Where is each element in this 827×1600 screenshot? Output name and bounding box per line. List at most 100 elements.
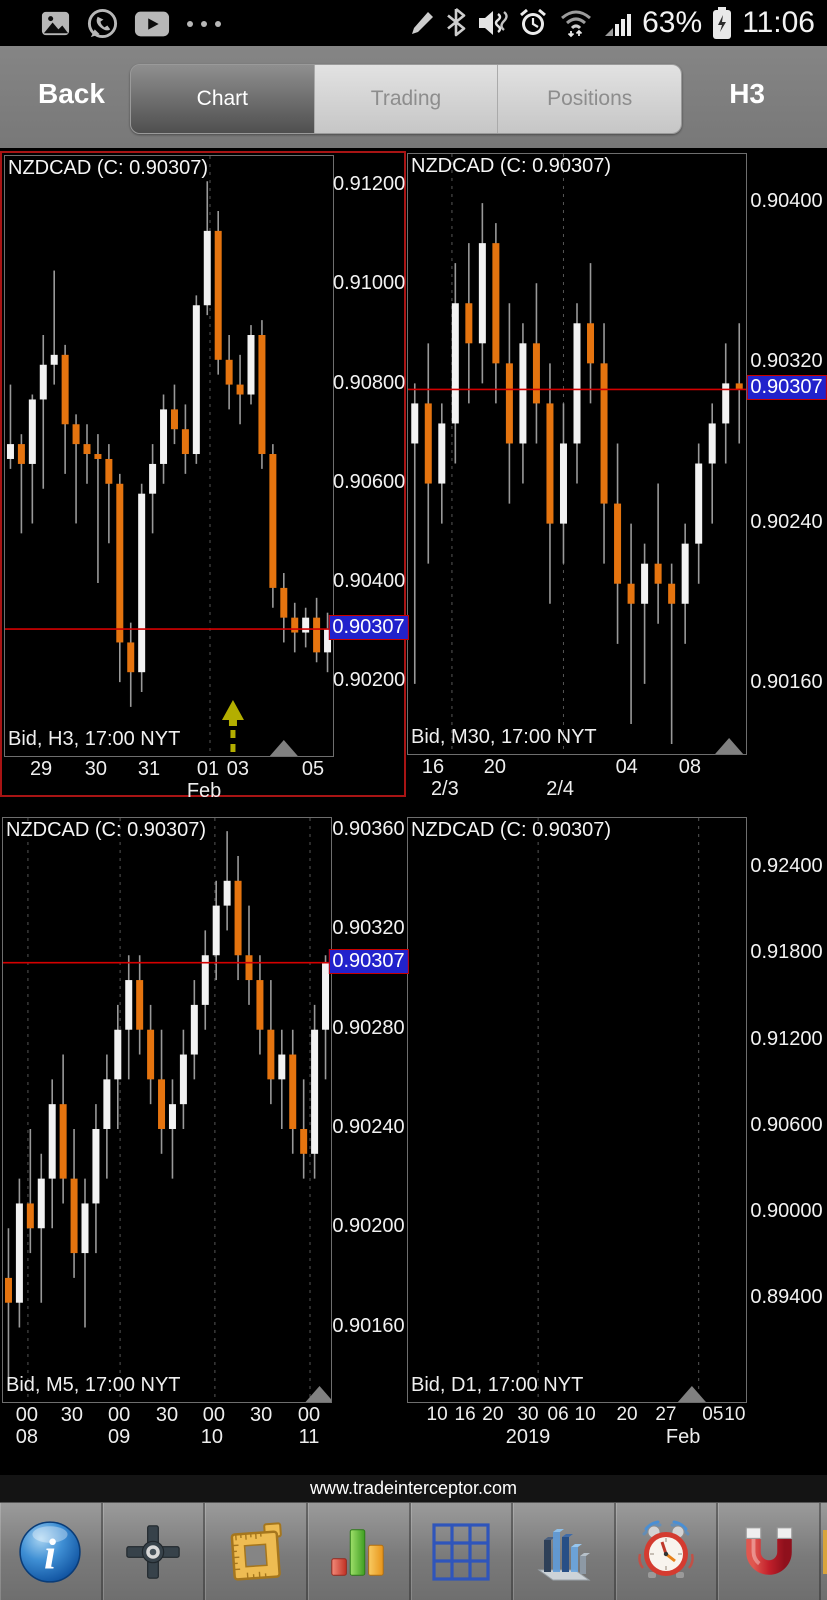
whatsapp-icon [87,8,118,39]
current-price-label: 0.90307 [328,948,409,974]
x-period-label: 2019 [505,1426,551,1448]
x-tick-label: 29 [29,758,53,780]
y-axis-labels: 0.91200 0.91000 0.90800 0.90600 0.90400 0.902… [328,155,409,755]
pencil-icon [412,12,434,34]
y-tick-label: 0.90000 [750,1200,823,1223]
chart-symbol-title: NZDCAD (C: 0.90307) [6,819,207,841]
chart-symbol-title: NZDCAD (C: 0.90307) [8,157,209,179]
resize-handle[interactable] [715,738,744,754]
layout-grid-button[interactable] [411,1503,514,1600]
resize-handle[interactable] [269,740,298,756]
view-tabs: Chart Trading Positions [130,64,682,134]
current-price-label: 0.90307 [328,615,409,641]
tab-positions[interactable]: Positions [497,65,681,133]
y-axis-labels: 0.90400 0.90320 0.90240 0.90160 0.90307 [746,153,827,753]
x-tick-label: 30 [60,1404,83,1426]
x-tick-label: 00 [15,1404,39,1426]
alerts-button[interactable] [616,1503,719,1600]
tab-trading[interactable]: Trading [313,65,498,133]
resize-handle[interactable] [305,1386,332,1402]
x-tick-label: 01 [196,758,220,780]
x-axis-labels-row2: 2019 Feb [407,1426,745,1448]
x-axis-labels-row2: 2/3 2/4 [407,778,745,800]
statistics-button[interactable] [513,1503,616,1600]
more-notifications-icon [187,20,221,27]
chart-symbol-title: NZDCAD (C: 0.90307) [411,819,612,841]
alarm-status-icon [520,8,547,35]
chart-feed-info: Bid, M30, 17:00 NYT [411,726,597,748]
signal-bars-icon [605,14,632,36]
alarm-clock-icon [638,1520,694,1578]
x-tick-label: 08 [678,756,702,778]
magnet-button[interactable] [718,1503,821,1600]
chart-feed-info: Bid, H3, 17:00 NYT [8,728,181,750]
x-period-label: 11 [298,1426,320,1448]
candlestick-svg-h3[interactable] [4,155,334,757]
nav-bar: Back Chart Trading Positions H3 [0,46,827,148]
y-tick-label: 0.90240 [750,510,823,533]
x-tick-label: 04 [615,756,638,778]
back-button[interactable]: Back [38,78,105,109]
y-tick-label: 0.91800 [750,941,823,964]
y-tick-label: 0.90400 [750,190,823,213]
measure-button[interactable] [205,1503,308,1600]
y-tick-label: 0.90600 [750,1113,823,1136]
y-tick-label: 0.91000 [333,272,406,295]
x-tick-label: 05 [301,758,325,780]
crosshair-button[interactable] [103,1503,206,1600]
bottom-toolbar: i [0,1502,827,1600]
bluetooth-icon [447,7,466,37]
buy-arrow-marker[interactable] [221,700,244,726]
x-tick-label: 31 [137,758,161,780]
x-tick-label: 00 [297,1404,321,1426]
chart-panel-m30[interactable]: NZDCAD (C: 0.90307) Bid, M30, 17:00 NYT 0.… [406,151,827,800]
y-tick-label: 0.90280 [332,1016,405,1039]
x-tick-label: 10 [426,1404,448,1425]
timeframe-button[interactable]: H3 [729,78,765,109]
toolbar-overflow [821,1503,827,1600]
y-tick-label: 0.90800 [333,371,406,394]
x-tick-label: 05 [702,1404,724,1425]
resize-handle[interactable] [677,1386,706,1402]
x-tick-label: 30 [84,758,107,780]
x-tick-label: 03 [226,758,249,780]
x-tick-label: 10 [574,1404,596,1425]
x-tick-label: 30 [249,1404,273,1426]
x-axis-labels: 00 30 00 30 00 30 00 [2,1404,330,1426]
chart-type-button[interactable] [308,1503,411,1600]
website-link[interactable]: www.tradeinterceptor.com [0,1475,827,1502]
chart-panel-m5[interactable]: NZDCAD (C: 0.90307) Bid, M5, 17:00 NYT 0.9… [0,815,409,1448]
notification-icons [40,7,223,40]
clock-time: 11:06 [742,6,815,39]
youtube-icon [134,11,170,36]
tab-chart[interactable]: Chart [131,65,314,133]
chart-grid: NZDCAD (C: 0.90307) Bid, H3, 17:00 NYT 0.9… [0,148,827,1502]
y-tick-label: 0.92400 [750,855,823,878]
candlestick-svg-m5[interactable] [2,817,332,1403]
x-period-label: Feb [186,780,222,802]
y-tick-label: 0.90160 [332,1314,405,1337]
y-tick-label: 0.90200 [333,669,406,692]
stats-3d-icon [537,1529,591,1581]
x-axis-labels: 10 16 20 30 06 10 20 27 05 10 [407,1404,746,1426]
y-tick-label: 0.90160 [750,670,823,693]
chart-feed-info: Bid, D1, 17:00 NYT [411,1374,584,1396]
candles [411,203,743,744]
chart-panel-d1[interactable]: NZDCAD (C: 0.90307) Bid, D1, 17:00 NYT 0.9… [406,815,827,1448]
x-tick-label: 00 [107,1404,131,1426]
y-tick-label: 0.90400 [333,569,406,592]
x-tick-label: 16 [421,756,445,778]
current-price-label: 0.90307 [746,375,827,401]
x-tick-label: 10 [724,1404,746,1425]
candlestick-svg-m30[interactable] [407,153,747,755]
crosshair-icon [126,1525,180,1579]
battery-charging-icon [713,7,732,39]
info-button[interactable]: i [0,1503,103,1600]
chart-panel-h3[interactable]: NZDCAD (C: 0.90307) Bid, H3, 17:00 NYT 0.9… [0,151,409,802]
candlestick-svg-d1[interactable] [407,817,747,1403]
info-icon: i [19,1521,81,1583]
x-tick-label: 20 [483,756,506,778]
x-tick-label: 16 [454,1404,476,1425]
x-period-label: Feb [665,1426,701,1448]
battery-percent: 63% [642,6,703,39]
